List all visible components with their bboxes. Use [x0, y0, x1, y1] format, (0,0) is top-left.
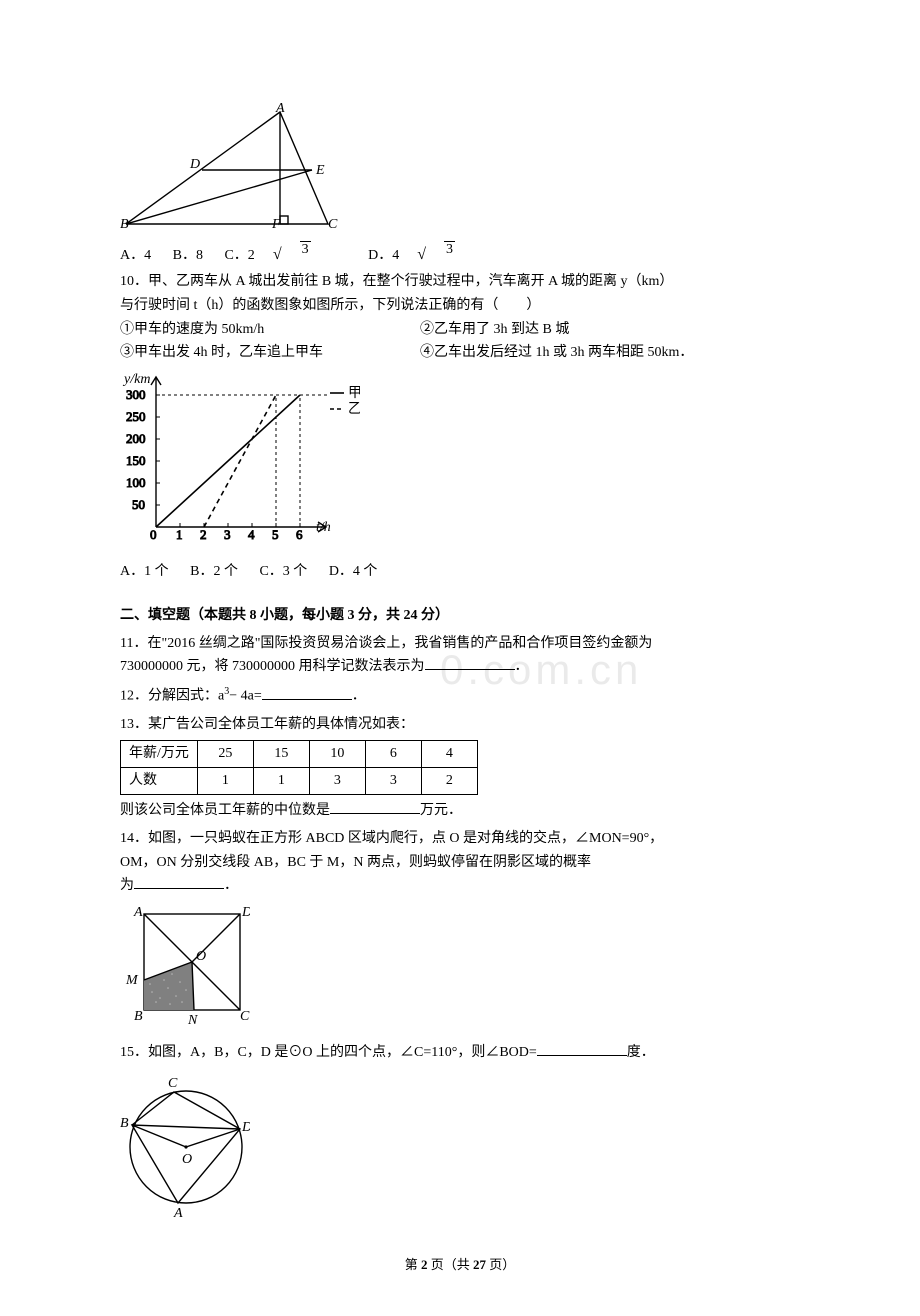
circled-1: ①	[120, 322, 134, 337]
q10-options: A．1 个 B．2 个 C．3 个 D．4 个	[120, 560, 800, 584]
q11: 11．在"2016 丝绸之路"国际投资贸易洽谈会上，我省销售的产品和合作项目签约…	[120, 632, 800, 680]
svg-text:M: M	[125, 973, 139, 988]
q9-options: A．4 B．8 C．2√3 D．4√3	[120, 241, 800, 268]
q10-option-b[interactable]: B．2 个	[190, 564, 238, 579]
q15: 15．如图，A，B，C，D 是⊙O 上的四个点，∠C=110°，则∠BOD=度．	[120, 1041, 800, 1065]
q10: 10．甲、乙两车从 A 城出发前往 B 城，在整个行驶过程中，汽车离开 A 城的…	[120, 270, 800, 365]
q13-table: 年薪/万元 25151064 人数 11332	[120, 740, 478, 795]
svg-text:50: 50	[132, 497, 145, 512]
q15-blank[interactable]	[537, 1042, 627, 1056]
q10-option-c[interactable]: C．3 个	[259, 564, 307, 579]
q9-option-d[interactable]: D．4√3	[368, 248, 491, 263]
circled-2: ②	[420, 322, 434, 337]
svg-text:250: 250	[126, 409, 146, 424]
svg-text:D: D	[189, 157, 200, 172]
svg-text:3: 3	[224, 527, 231, 542]
svg-text:100: 100	[126, 475, 146, 490]
svg-text:t/h: t/h	[316, 520, 331, 535]
q10-chart: 0 1 2 3 4 5 6 50 100 150 200 250 300 y/k…	[120, 369, 800, 558]
svg-text:C: C	[240, 1009, 250, 1024]
circled-4: ④	[420, 345, 434, 360]
svg-text:300: 300	[126, 387, 146, 402]
svg-text:E: E	[315, 163, 325, 178]
svg-text:2: 2	[200, 527, 207, 542]
svg-text:B: B	[120, 1116, 129, 1131]
svg-text:A: A	[275, 102, 285, 116]
svg-text:B: B	[120, 217, 129, 230]
table-row: 人数 11332	[121, 768, 478, 795]
svg-text:乙: 乙	[348, 401, 360, 417]
q13-blank[interactable]	[330, 800, 420, 814]
svg-text:6: 6	[296, 527, 303, 542]
svg-text:F: F	[271, 217, 281, 230]
svg-text:5: 5	[272, 527, 279, 542]
q10-line1: 10．甲、乙两车从 A 城出发前往 B 城，在整个行驶过程中，汽车离开 A 城的…	[120, 270, 800, 294]
svg-text:y/km: y/km	[122, 372, 150, 387]
q9-option-b[interactable]: B．8	[173, 248, 203, 263]
circled-3: ③	[120, 345, 134, 360]
svg-text:C: C	[168, 1076, 178, 1091]
table-row: 年薪/万元 25151064	[121, 741, 478, 768]
svg-text:150: 150	[126, 453, 146, 468]
q9-option-c[interactable]: C．2√3	[224, 248, 346, 263]
svg-text:C: C	[328, 217, 338, 230]
svg-text:N: N	[187, 1013, 198, 1028]
q10-line2: 与行驶时间 t（h）的函数图象如图所示，下列说法正确的有（ ）	[120, 294, 800, 318]
q12: 12．分解因式：a3− 4a=．	[120, 683, 800, 708]
svg-text:200: 200	[126, 431, 146, 446]
q15-figure: B C D A O	[120, 1069, 800, 1228]
q10-option-d[interactable]: D．4 个	[329, 564, 378, 579]
q10-option-a[interactable]: A．1 个	[120, 564, 169, 579]
q9-option-a[interactable]: A．4	[120, 248, 151, 263]
q9-figure: A B C D E F	[120, 102, 800, 239]
q12-blank[interactable]	[262, 686, 352, 700]
svg-text:B: B	[134, 1009, 143, 1024]
svg-text:O: O	[182, 1152, 192, 1167]
svg-text:1: 1	[176, 527, 183, 542]
q14-blank[interactable]	[134, 875, 224, 889]
svg-text:D: D	[241, 1120, 250, 1135]
svg-text:甲: 甲	[348, 386, 360, 401]
svg-text:4: 4	[248, 527, 255, 542]
svg-text:D: D	[241, 905, 250, 920]
page-footer: 第 2 页（共 27 页）	[120, 1254, 800, 1276]
section-2-title: 二、填空题（本题共 8 小题，每小题 3 分，共 24 分）	[120, 604, 800, 628]
q14-figure: A D B C O M N	[120, 902, 800, 1039]
svg-text:0: 0	[150, 527, 157, 542]
svg-text:A: A	[133, 905, 143, 920]
svg-text:O: O	[196, 949, 206, 964]
svg-text:A: A	[173, 1206, 183, 1219]
q14: 14．如图，一只蚂蚁在正方形 ABCD 区域内爬行，点 O 是对角线的交点，∠M…	[120, 827, 800, 898]
q11-blank[interactable]	[425, 656, 515, 670]
q13: 13．某广告公司全体员工年薪的具体情况如表： 年薪/万元 25151064 人数…	[120, 713, 800, 823]
